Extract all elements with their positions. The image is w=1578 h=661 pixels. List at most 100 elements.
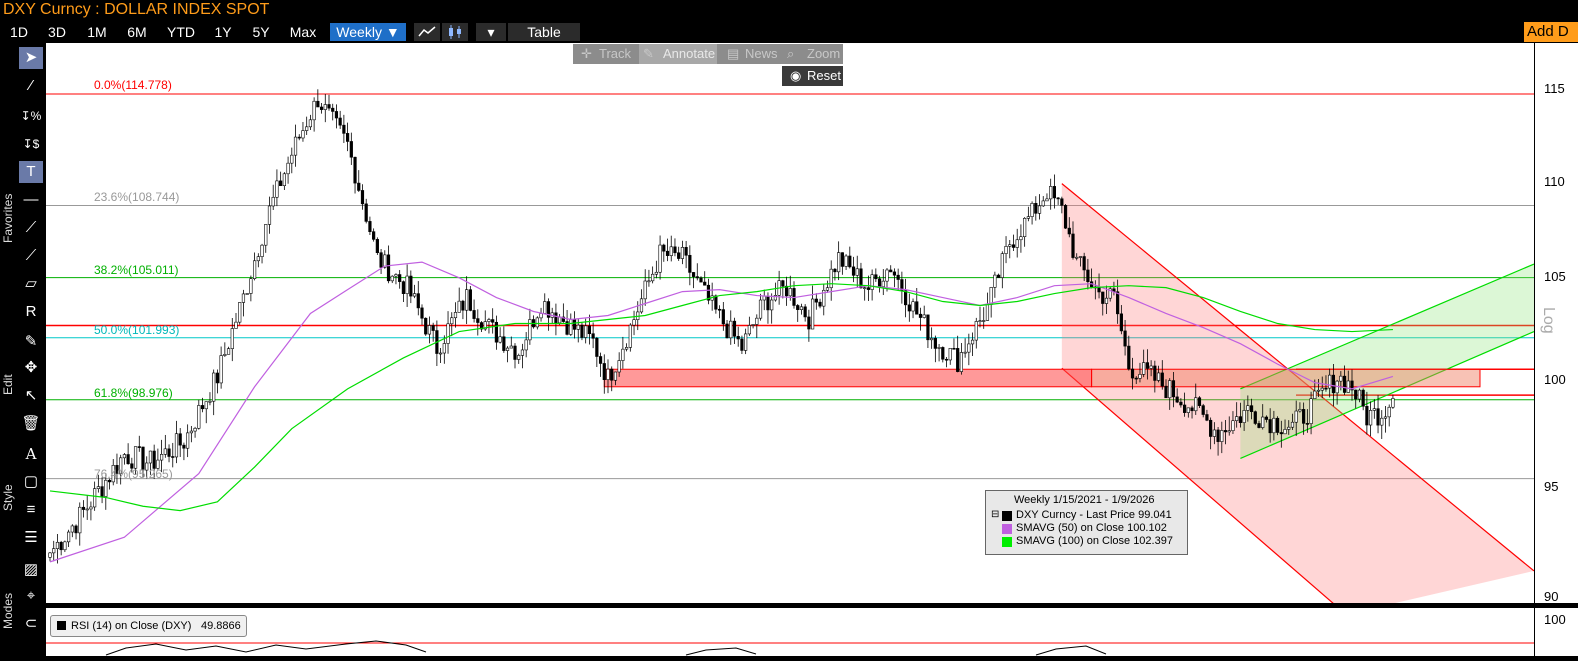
candle-body-191 (758, 299, 763, 319)
fill-color-icon[interactable]: ▢ (23, 473, 39, 490)
line-chart-button[interactable] (414, 23, 440, 41)
candle-body-24 (137, 446, 141, 448)
percent-tool-icon[interactable]: ↧% (20, 109, 42, 123)
select-icon[interactable]: ↖ (24, 387, 38, 404)
candle-body-344 (1328, 374, 1332, 389)
candle-body-101 (424, 317, 428, 335)
pen-icon[interactable]: ✎ (24, 333, 38, 350)
candle-body-76 (331, 107, 335, 112)
rsi-label: RSI (14) on Close (DXY) (71, 620, 192, 632)
add-data-button[interactable]: Add D (1524, 22, 1578, 42)
candle-body-121 (498, 336, 502, 343)
rsi-panel[interactable] (46, 608, 1534, 656)
zoom-button[interactable]: Zoom (807, 46, 841, 61)
candle-body-260 (1015, 239, 1019, 248)
candle-body-86 (368, 221, 372, 232)
period-1d-button[interactable]: 1D (10, 24, 28, 40)
retracement-icon[interactable]: R (25, 303, 37, 320)
candle-body-67 (297, 136, 301, 139)
candle-body-207 (818, 301, 822, 307)
candle-body-134 (546, 301, 551, 318)
collapse-icon[interactable]: ⊟ (991, 509, 1000, 520)
support-zone-left (603, 368, 1093, 388)
candle-body-209 (825, 287, 830, 291)
candle-body-112 (465, 289, 469, 311)
candle-body-47 (223, 354, 227, 356)
candle-body-345 (1331, 374, 1335, 394)
candle-body-218 (859, 268, 863, 289)
candle-body-217 (855, 268, 859, 276)
cursor-tool-icon[interactable]: ➤ (19, 47, 43, 69)
period-1y-button[interactable]: 1Y (214, 24, 232, 40)
log-scale-label: Log (1540, 307, 1557, 334)
eraser-icon[interactable]: ▨ (23, 561, 39, 578)
candle-body-172 (688, 254, 692, 273)
candle-body-304 (1179, 401, 1183, 406)
trash-icon[interactable]: 🗑 (21, 415, 41, 432)
fib-label-0: 0.0%(114.778) (94, 78, 172, 92)
candle-body-339 (1309, 398, 1313, 424)
candle-body-211 (833, 268, 837, 273)
candle-body-33 (171, 456, 175, 458)
candle-body-239 (937, 347, 941, 349)
frequency-dropdown[interactable]: Weekly ▼ (330, 23, 406, 41)
candle-body-41 (200, 405, 205, 410)
period-max-button[interactable]: Max (289, 24, 317, 40)
candle-body-261 (1019, 236, 1023, 241)
candle-body-5 (66, 531, 71, 543)
period-3d-button[interactable]: 3D (48, 24, 66, 40)
table-button[interactable]: Table (508, 23, 580, 41)
candle-body-136 (554, 312, 558, 324)
line-style-icon[interactable]: ≡ (26, 501, 36, 518)
magnet-icon[interactable]: ⊂ (24, 615, 38, 632)
crosshair-icon[interactable]: ⌖ (26, 587, 36, 604)
candle-body-242 (948, 347, 952, 361)
candle-body-156 (628, 324, 632, 348)
candle-body-358 (1380, 417, 1384, 426)
reset-button[interactable]: ◉ Reset (782, 66, 843, 86)
chart-legend[interactable]: Weekly 1/15/2021 - 1/9/2026 DXY Curncy -… (985, 490, 1188, 555)
text-tool-icon[interactable]: T (19, 161, 43, 183)
line-width-icon[interactable]: ☰ (24, 529, 38, 546)
fib-label-23: 23.6%(108.744) (94, 190, 180, 204)
candle-body-157 (632, 319, 636, 326)
candle-body-75 (327, 104, 331, 109)
more-dropdown[interactable]: ▾ (476, 23, 506, 41)
move-icon[interactable]: ✥ (24, 359, 38, 376)
panel-divider[interactable] (46, 603, 1578, 608)
title-bar: DXY Curncy : DOLLAR INDEX SPOT (0, 0, 1578, 21)
font-icon[interactable]: A (25, 445, 37, 463)
candlestick-button[interactable] (442, 23, 468, 41)
price-tool-icon[interactable]: ↧$ (22, 137, 40, 151)
price-chart-area[interactable]: 0.0%(114.778) 23.6%(108.744) 38.2%(105.0… (46, 43, 1535, 615)
trendline-icon[interactable]: ⟋ (25, 219, 37, 236)
ray-icon[interactable]: ⟋ (25, 247, 37, 264)
draw-line-tool-icon[interactable]: ⁄ (29, 77, 33, 94)
candle-body-40 (197, 405, 201, 429)
candle-body-302 (1171, 380, 1176, 398)
horizontal-line-icon[interactable]: — (23, 191, 39, 208)
news-icon[interactable]: ▤ (727, 46, 740, 61)
candle-body-351 (1354, 389, 1358, 400)
candle-body-306 (1186, 407, 1190, 413)
channel-icon[interactable]: ▱ (25, 275, 37, 292)
candle-body-11 (89, 506, 93, 510)
period-5y-button[interactable]: 5Y (252, 24, 270, 40)
candle-body-293 (1138, 374, 1142, 379)
candle-body-61 (275, 180, 279, 198)
period-6m-button[interactable]: 6M (127, 24, 147, 40)
candle-body-56 (256, 256, 260, 262)
period-ytd-button[interactable]: YTD (167, 24, 195, 40)
candle-body-103 (431, 325, 435, 331)
annotate-icon[interactable]: ✎ (643, 46, 654, 61)
news-button[interactable]: News (745, 46, 778, 61)
reset-icon: ◉ (790, 68, 802, 83)
annotate-button[interactable]: Annotate (663, 46, 716, 61)
zoom-icon[interactable]: ⌕ (787, 46, 795, 61)
track-icon[interactable]: ✛ (581, 46, 592, 61)
candle-body-311 (1205, 414, 1209, 421)
period-1m-button[interactable]: 1M (87, 24, 107, 40)
candle-body-57 (260, 244, 264, 257)
track-button[interactable]: Track (599, 46, 632, 61)
candle-body-257 (1004, 246, 1008, 254)
